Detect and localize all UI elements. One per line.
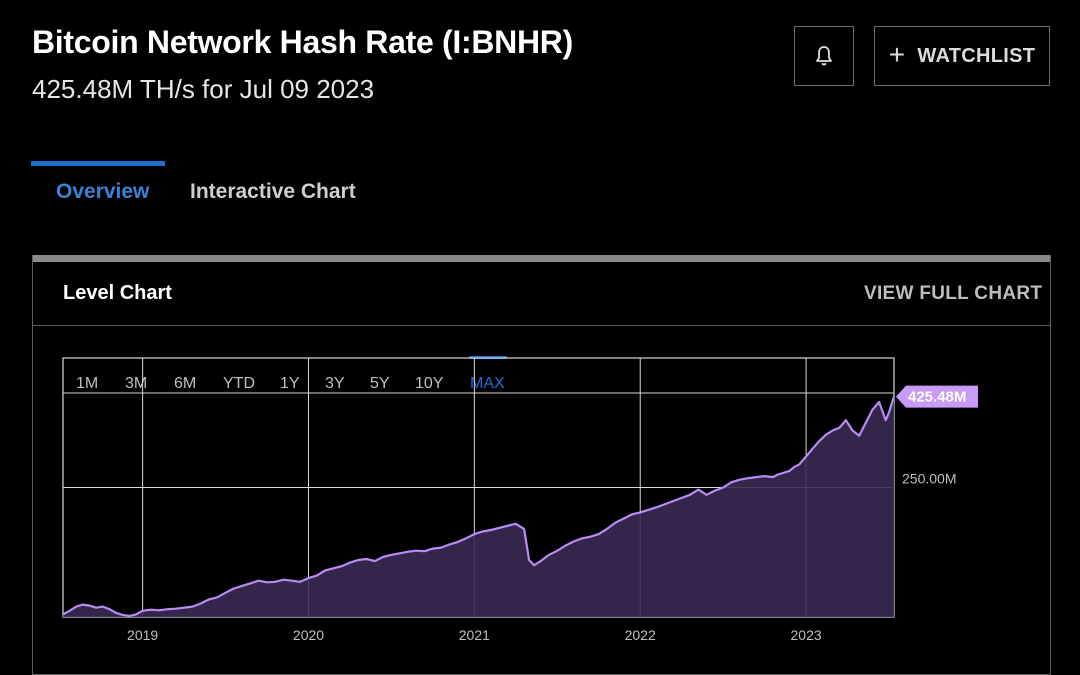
area-fill bbox=[63, 396, 894, 617]
page-title: Bitcoin Network Hash Rate (I:BNHR) bbox=[32, 24, 573, 60]
tab-active-indicator bbox=[31, 161, 165, 166]
range-3y[interactable]: 3Y bbox=[325, 375, 345, 392]
card-title: Level Chart bbox=[63, 282, 172, 304]
x-tick-label: 2019 bbox=[127, 627, 158, 643]
bell-icon bbox=[816, 46, 832, 66]
current-value-subtitle: 425.48M TH/s for Jul 09 2023 bbox=[32, 74, 375, 104]
range-max[interactable]: MAX bbox=[470, 375, 505, 392]
card-top-bar bbox=[32, 255, 1051, 262]
view-full-chart-link[interactable]: VIEW FULL CHART bbox=[864, 283, 1043, 304]
last-value-badge bbox=[896, 385, 978, 408]
alert-button[interactable] bbox=[794, 26, 854, 86]
tab-overview[interactable]: Overview bbox=[56, 180, 150, 203]
range-6m[interactable]: 6M bbox=[174, 375, 197, 392]
watchlist-label: WATCHLIST bbox=[917, 44, 1036, 67]
tab-interactive-chart[interactable]: Interactive Chart bbox=[190, 180, 356, 203]
last-value-label: 425.48M bbox=[908, 389, 966, 406]
range-10y[interactable]: 10Y bbox=[415, 375, 444, 392]
range-1y[interactable]: 1Y bbox=[280, 375, 300, 392]
range-5y[interactable]: 5Y bbox=[370, 375, 390, 392]
plus-icon: + bbox=[888, 39, 906, 70]
card-header-divider bbox=[32, 325, 1051, 326]
x-tick-label: 2023 bbox=[791, 627, 822, 643]
series-line bbox=[62, 396, 896, 618]
range-3m[interactable]: 3M bbox=[125, 375, 148, 392]
watchlist-button[interactable]: + WATCHLIST bbox=[874, 26, 1050, 86]
range-ytd[interactable]: YTD bbox=[223, 375, 255, 392]
x-tick-label: 2021 bbox=[459, 627, 490, 643]
x-tick-label: 2022 bbox=[625, 627, 656, 643]
range-1m[interactable]: 1M bbox=[76, 375, 99, 392]
y-tick-label: 250.00M bbox=[902, 471, 956, 487]
x-tick-label: 2020 bbox=[293, 627, 324, 643]
